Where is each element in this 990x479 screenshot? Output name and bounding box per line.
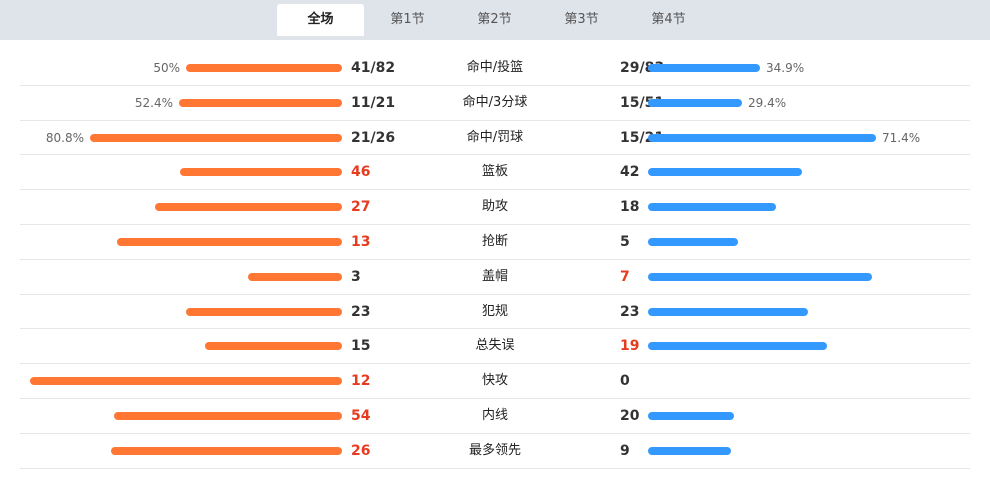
stat-row: 15 总失误 19: [20, 329, 970, 365]
home-bar: [205, 342, 342, 351]
away-bar: [648, 342, 827, 351]
stat-label: 命中/3分球: [462, 94, 528, 110]
home-bar: [180, 168, 342, 177]
tab-quarter-1[interactable]: 第1节: [390, 12, 425, 27]
period-tab-bar: 全场 第1节 第2节 第3节 第4节: [0, 0, 990, 40]
away-bar: [648, 168, 802, 177]
away-bar: [648, 133, 876, 142]
home-percentage: 80.8%: [45, 130, 84, 145]
away-value: 0: [620, 373, 630, 390]
stat-label: 篮板: [481, 164, 508, 180]
away-value: 23: [620, 303, 640, 320]
away-bar: [648, 64, 760, 72]
away-percentage: 29.4%: [748, 95, 787, 110]
stat-row: 26 最多领先 9: [20, 434, 970, 469]
home-value: 26: [351, 442, 371, 459]
home-value: 21/26: [351, 129, 396, 146]
home-bar: [90, 133, 342, 142]
stat-row: 13 抢断 5: [20, 225, 970, 260]
tab-quarter-3[interactable]: 第3节: [564, 12, 599, 27]
away-bar: [648, 237, 738, 246]
away-value: 42: [620, 164, 640, 181]
stat-label: 快攻: [481, 373, 508, 389]
stat-row: 50% 41/82 命中/投篮 29/83 34.9%: [20, 51, 970, 86]
stat-row: 52.4% 11/21 命中/3分球 15/51 29.4%: [20, 86, 970, 121]
home-bar: [114, 411, 342, 420]
tab-quarter-4[interactable]: 第4节: [651, 12, 686, 27]
home-value: 54: [351, 407, 371, 424]
home-value: 11/21: [351, 94, 396, 111]
away-value: 5: [620, 233, 630, 250]
tab-quarter-2[interactable]: 第2节: [477, 12, 512, 27]
away-bar: [648, 272, 872, 281]
home-bar: [179, 98, 342, 107]
away-value: 7: [620, 268, 630, 285]
away-value: 9: [620, 442, 630, 459]
home-bar: [155, 203, 342, 212]
home-value: 46: [351, 164, 371, 181]
stat-label: 抢断: [481, 233, 508, 249]
stat-label: 犯规: [481, 303, 508, 319]
home-value: 27: [351, 199, 371, 216]
home-value: 3: [351, 268, 361, 285]
home-value: 23: [351, 303, 371, 320]
away-bar: [648, 446, 731, 455]
stat-row: 54 内线 20: [20, 399, 970, 434]
home-bar: [117, 237, 342, 246]
stat-row: 80.8% 21/26 命中/罚球 15/21 71.4%: [20, 121, 970, 156]
stat-row: 27 助攻 18: [20, 190, 970, 225]
away-percentage: 71.4%: [882, 130, 921, 145]
away-bar: [648, 98, 742, 107]
stat-label: 命中/投篮: [466, 60, 524, 75]
away-bar: [648, 307, 808, 316]
stat-row: 46 篮板 42: [20, 155, 970, 191]
home-value: 13: [351, 233, 371, 250]
stat-label: 盖帽: [481, 268, 508, 284]
stat-label: 最多领先: [468, 442, 521, 458]
away-bar: [648, 411, 734, 420]
home-bar: [186, 64, 342, 72]
stat-row: 23 犯规 23: [20, 295, 970, 330]
home-bar: [186, 307, 342, 316]
home-percentage: 50%: [153, 61, 180, 75]
home-bar: [248, 272, 342, 281]
home-value: 15: [351, 338, 371, 355]
stat-row: 3 盖帽 7: [20, 260, 970, 295]
away-bar: [648, 203, 776, 212]
away-value: 19: [620, 338, 640, 355]
tab-full-game[interactable]: 全场: [277, 4, 364, 36]
home-bar: [111, 446, 342, 455]
away-percentage: 34.9%: [766, 61, 805, 75]
away-value: 20: [620, 407, 640, 424]
home-percentage: 52.4%: [134, 95, 173, 110]
stat-label: 命中/罚球: [466, 129, 524, 145]
stat-label: 内线: [481, 407, 508, 423]
home-value: 12: [351, 373, 371, 390]
home-bar: [30, 377, 342, 386]
stat-label: 助攻: [481, 199, 508, 215]
stat-row: 12 快攻 0: [20, 364, 970, 399]
stat-label: 总失误: [475, 338, 515, 354]
home-value: 41/82: [351, 60, 396, 76]
team-stats-comparison: 50% 41/82 命中/投篮 29/83 34.9% 52.4% 11/21 命中/3分球 1…: [20, 51, 970, 469]
away-value: 18: [620, 199, 640, 216]
